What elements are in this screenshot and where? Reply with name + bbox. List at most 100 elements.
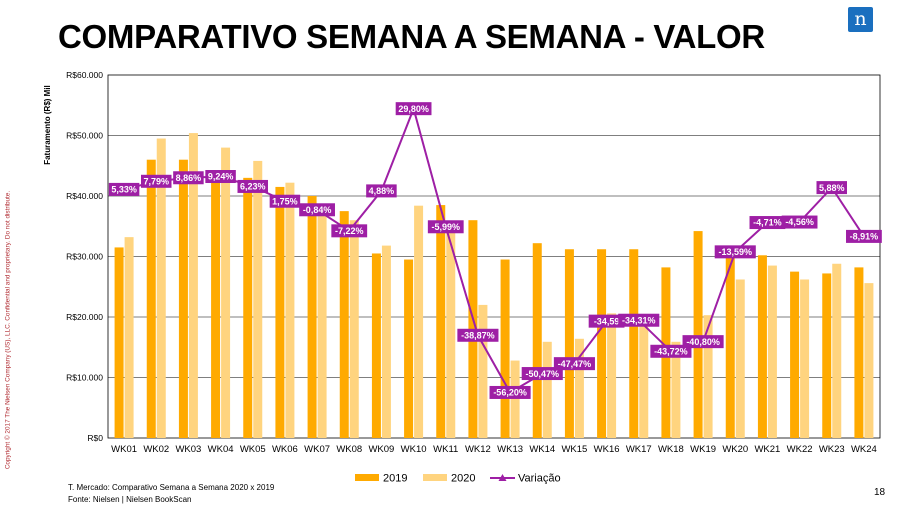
- footnote-market: T. Mercado: Comparativo Semana a Semana …: [68, 483, 275, 492]
- bar-2019: [114, 247, 124, 438]
- bar-2019: [146, 159, 156, 438]
- bar-2019: [597, 249, 607, 438]
- variacao-label-box: [846, 229, 882, 243]
- bar-2020: [446, 226, 456, 438]
- variacao-label-box: [749, 216, 786, 230]
- bar-2019: [757, 255, 767, 438]
- legend-label-2020: 2020: [451, 473, 475, 485]
- bar-2020: [156, 138, 166, 438]
- variacao-label-box: [781, 215, 818, 229]
- legend-label-variacao: Variação: [518, 473, 561, 485]
- variacao-data-label: 29,80%: [398, 104, 429, 114]
- variacao-label-box: [366, 184, 397, 198]
- legend-swatch-2019: [355, 474, 379, 481]
- variacao-data-label: -4,56%: [785, 217, 814, 227]
- x-tick-label: WK15: [561, 444, 587, 455]
- x-tick-label: WK13: [497, 444, 523, 455]
- y-tick-label: R$0: [87, 433, 103, 443]
- bar-2020: [574, 338, 584, 438]
- x-tick-label: WK17: [626, 444, 652, 455]
- y-tick-label: R$10.000: [66, 373, 103, 383]
- x-tick-label: WK11: [433, 444, 458, 455]
- bar-2019: [854, 267, 864, 438]
- logo-letter: n: [854, 8, 867, 30]
- bar-2019: [500, 259, 510, 438]
- y-tick-label: R$30.000: [66, 252, 103, 262]
- variacao-label-box: [108, 182, 140, 196]
- bar-2020: [832, 263, 842, 438]
- bar-2020: [800, 279, 810, 438]
- variacao-label-box: [714, 245, 756, 259]
- footnote-source: Fonte: Nielsen | Nielsen BookScan: [68, 495, 192, 504]
- variacao-label-box: [331, 224, 368, 238]
- variacao-data-label: -7,22%: [335, 226, 364, 236]
- x-tick-label: WK12: [465, 444, 491, 455]
- y-tick-label: R$50.000: [66, 131, 103, 141]
- x-tick-label: WK23: [819, 444, 845, 455]
- x-tick-label: WK03: [175, 444, 201, 455]
- bar-2020: [510, 360, 520, 438]
- variacao-label-box: [395, 102, 432, 116]
- bar-2020: [703, 315, 713, 438]
- bar-2020: [285, 182, 295, 438]
- bar-2020: [188, 133, 198, 438]
- page-number: 18: [874, 487, 886, 498]
- x-tick-label: WK21: [754, 444, 780, 455]
- bar-2019: [404, 259, 414, 438]
- x-tick-label: WK10: [401, 444, 427, 455]
- bar-2020: [124, 237, 134, 438]
- variacao-data-label: -40,80%: [686, 337, 720, 347]
- bar-2019: [436, 205, 446, 438]
- legend-marker-variacao: [498, 474, 507, 481]
- variacao-label-box: [816, 181, 847, 195]
- x-tick-label: WK07: [304, 444, 330, 455]
- variacao-label-box: [618, 313, 660, 327]
- x-tick-label: WK19: [690, 444, 716, 455]
- variacao-data-label: 1,75%: [272, 196, 298, 206]
- y-tick-label: R$20.000: [66, 312, 103, 322]
- bar-2019: [564, 249, 574, 438]
- variacao-label-box: [427, 220, 464, 234]
- variacao-label-box: [237, 179, 268, 193]
- bar-2020: [221, 147, 231, 438]
- variacao-data-label: -0,84%: [303, 205, 332, 215]
- variacao-data-label: -56,20%: [493, 388, 527, 398]
- bar-2020: [317, 214, 327, 438]
- variacao-label-box: [650, 344, 692, 358]
- bar-2019: [307, 196, 317, 438]
- bar-2020: [607, 313, 617, 438]
- y-tick-label: R$60.000: [66, 70, 103, 80]
- variacao-label-box: [588, 314, 625, 328]
- variacao-label-box: [269, 194, 301, 208]
- variacao-data-label: 6,23%: [240, 182, 266, 192]
- bar-2019: [693, 231, 703, 438]
- variacao-data-label: -13,59%: [718, 247, 752, 257]
- variacao-data-label: 4,88%: [369, 186, 395, 196]
- bar-2019: [339, 211, 349, 438]
- x-tick-label: WK05: [240, 444, 266, 455]
- variacao-data-label: -34,31%: [622, 315, 656, 325]
- bar-2020: [349, 220, 359, 438]
- bar-2019: [371, 253, 381, 438]
- x-tick-label: WK09: [368, 444, 394, 455]
- bar-2020: [253, 160, 263, 438]
- bar-2019: [211, 171, 221, 439]
- bar-2019: [629, 249, 639, 438]
- x-tick-label: WK22: [787, 444, 813, 455]
- variacao-label-box: [521, 367, 563, 381]
- bar-2020: [414, 205, 424, 438]
- bar-2020: [735, 279, 745, 438]
- x-tick-label: WK04: [208, 444, 234, 455]
- variacao-data-label: 8,86%: [176, 173, 202, 183]
- x-tick-label: WK08: [336, 444, 362, 455]
- y-axis-title: Faturamento (R$) Mil: [43, 85, 52, 165]
- variacao-data-label: -43,72%: [654, 346, 688, 356]
- variacao-label-box: [457, 328, 499, 342]
- variacao-label-box: [173, 171, 204, 185]
- bar-2019: [275, 186, 285, 438]
- x-tick-label: WK14: [529, 444, 555, 455]
- bar-2019: [178, 159, 188, 438]
- variacao-label-box: [141, 174, 172, 188]
- variacao-label-box: [205, 170, 236, 184]
- bar-2019: [243, 177, 253, 438]
